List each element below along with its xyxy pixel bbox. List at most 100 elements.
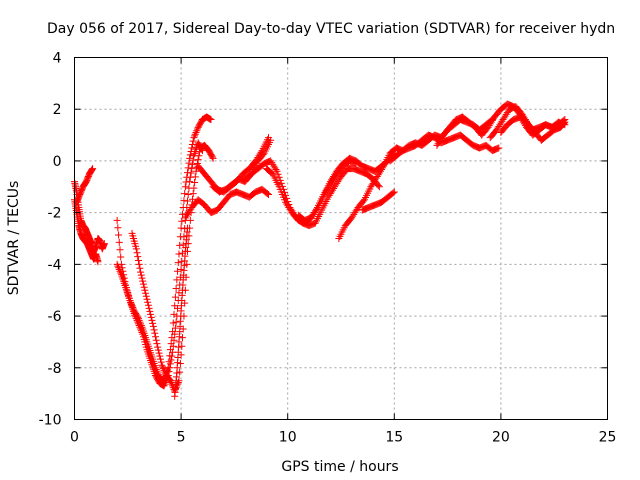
data-point [137, 320, 145, 328]
data-point [184, 191, 192, 199]
data-point [133, 249, 141, 257]
data-point [145, 304, 153, 312]
data-point [115, 264, 123, 272]
data-point [137, 271, 145, 279]
data-point [132, 245, 140, 253]
data-point [153, 367, 161, 375]
data-point [117, 253, 125, 261]
data-point [168, 334, 176, 342]
data-point [88, 166, 96, 174]
x-tick-label: 0 [70, 430, 79, 446]
y-tick-label: -10 [39, 413, 62, 429]
x-tick-label: 10 [279, 430, 297, 446]
series-arc-6 [128, 141, 217, 395]
data-point [156, 355, 164, 363]
data-point [149, 322, 157, 330]
y-tick-label: 4 [53, 51, 62, 67]
data-point [186, 216, 194, 224]
series-arc-19 [497, 113, 569, 139]
data-point [172, 284, 180, 292]
data-point [189, 190, 197, 198]
data-point [143, 295, 151, 303]
data-point [192, 128, 200, 136]
data-point [115, 266, 123, 274]
data-point [171, 293, 179, 301]
data-point [147, 313, 155, 321]
data-point [127, 300, 135, 308]
y-axis-label: SDTVAR / TECUs [6, 181, 22, 296]
data-point [191, 173, 199, 181]
data-point [265, 191, 273, 199]
data-point [171, 324, 179, 332]
data-point [152, 364, 160, 372]
y-tick-label: 0 [53, 154, 62, 170]
data-point [114, 262, 122, 270]
data-point [154, 371, 162, 379]
data-point [176, 359, 184, 367]
data-point [181, 183, 189, 191]
data-point [193, 125, 201, 133]
data-point [188, 165, 196, 173]
data-point [181, 190, 189, 198]
data-point [379, 164, 387, 172]
data-point [136, 318, 144, 326]
data-point [116, 267, 124, 275]
data-point [189, 137, 197, 145]
data-point [183, 169, 191, 177]
data-point [188, 160, 196, 168]
data-point [196, 148, 204, 156]
data-point [169, 328, 177, 336]
data-point [174, 259, 182, 267]
data-point [160, 366, 168, 374]
x-tick-label: 5 [177, 430, 186, 446]
data-point [81, 179, 89, 187]
data-point [263, 190, 271, 198]
data-point [184, 164, 192, 172]
data-point [186, 154, 194, 162]
data-point [134, 256, 142, 264]
data-point [128, 302, 136, 310]
data-point [154, 346, 162, 354]
data-point [146, 307, 154, 315]
data-point [135, 260, 143, 268]
data-point [164, 364, 172, 372]
data-point [140, 283, 148, 291]
series-arc-5 [113, 113, 215, 385]
data-point [116, 246, 124, 254]
data-point [194, 156, 202, 164]
data-point [193, 127, 201, 135]
data-point [186, 151, 194, 159]
data-point [182, 178, 190, 186]
data-point [150, 326, 158, 334]
chart-title: Day 056 of 2017, Sidereal Day-to-day VTE… [47, 21, 615, 37]
data-point [114, 224, 122, 232]
data-point [161, 368, 169, 376]
data-point [152, 366, 160, 374]
data-point [129, 303, 137, 311]
axes: 0 5 10 15 20 25 -10 -8 -6 -4 -2 0 2 4 [39, 51, 617, 446]
series-arc-15 [358, 188, 398, 214]
data-point [390, 188, 398, 196]
data-point [190, 134, 198, 142]
data-marks [71, 100, 569, 400]
data-point [138, 274, 146, 282]
data-point [134, 315, 142, 323]
data-point [192, 167, 200, 175]
data-point [153, 340, 161, 348]
data-point [495, 144, 503, 152]
data-point [158, 361, 166, 369]
data-point [267, 136, 275, 144]
data-point [144, 298, 152, 306]
y-tick-label: -4 [48, 257, 62, 273]
data-point [191, 132, 199, 140]
data-point [275, 173, 283, 181]
data-point [209, 154, 217, 162]
data-point [117, 269, 125, 277]
y-tick-label: -6 [48, 309, 62, 325]
data-point [141, 286, 149, 294]
plot-frame [74, 57, 608, 420]
data-point [100, 240, 108, 248]
data-point [151, 329, 159, 337]
data-point [191, 178, 199, 186]
